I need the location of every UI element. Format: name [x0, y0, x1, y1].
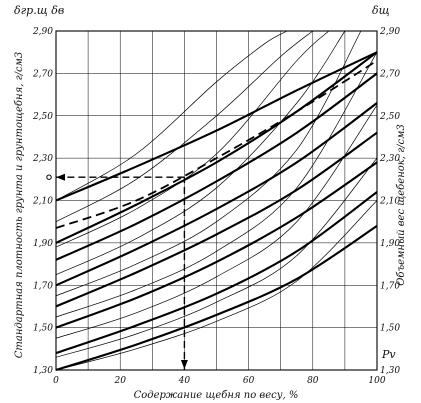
y-tick-label-left: 2,70 — [32, 69, 53, 79]
series-line-thin-12 — [55, 52, 378, 318]
y-tick-label-right: 1,90 — [380, 239, 400, 249]
series-group — [55, 30, 378, 372]
bottom-right-symbol: Pv — [381, 348, 396, 361]
top-right-symbol: δщ — [372, 4, 390, 17]
reading-marker — [46, 174, 52, 180]
series-line-thick-2 — [55, 191, 378, 355]
y-tick-label-right: 2,10 — [379, 197, 400, 207]
y-tick-label-right: 2,90 — [379, 27, 400, 37]
reading-lines — [46, 173, 188, 370]
tick-labels: 0 20 40 60 80 1001,301,501,701,902,102,302,50… — [32, 27, 400, 386]
series-line-thin-17 — [55, 30, 288, 201]
series-line-thin-14 — [55, 30, 346, 276]
x-tick-label: 0 — [53, 376, 59, 386]
series-line-thick-4 — [55, 131, 378, 308]
y-tick-label-left: 2,10 — [32, 197, 53, 207]
plot-border — [55, 30, 378, 371]
series-line-thick-8 — [55, 51, 378, 202]
series-line-thin-11 — [55, 105, 378, 339]
y-tick-label-right: 2,50 — [379, 112, 400, 122]
y-axis-label-left: Стандартная плотность грунта и грунтощеб… — [14, 52, 25, 359]
y-tick-label-right: 2,70 — [379, 69, 400, 79]
y-tick-label-left: 2,90 — [32, 27, 53, 37]
x-tick-label: 100 — [368, 376, 385, 386]
y-tick-label-right: 1,70 — [380, 281, 400, 291]
series-line-dashed-18 — [55, 59, 378, 229]
x-tick-label: 40 — [178, 376, 191, 386]
reading-arrow-left — [56, 173, 65, 181]
y-tick-label-right: 2,30 — [379, 154, 400, 164]
y-tick-label-left: 1,30 — [33, 366, 53, 376]
y-tick-label-left: 2,30 — [32, 154, 53, 164]
series-line-thin-13 — [55, 30, 362, 297]
x-tick-label: 60 — [243, 376, 255, 386]
series-line-thin-10 — [55, 157, 378, 358]
y-axis-label-right: Объемный вес щебенок, г/см3 — [396, 124, 407, 286]
y-tick-label-right: 1,50 — [380, 324, 400, 334]
plot-frame — [55, 30, 378, 371]
y-tick-label-left: 2,50 — [32, 112, 53, 122]
series-line-thick-7 — [55, 51, 378, 244]
series-line-thick-6 — [55, 72, 378, 261]
top-left-symbol: δгр.щ δв — [14, 4, 64, 17]
series-line-thick-5 — [55, 102, 378, 287]
y-tick-label-right: 1,30 — [380, 366, 400, 376]
y-tick-label-left: 1,70 — [33, 281, 53, 291]
x-tick-label: 20 — [113, 376, 126, 386]
series-line-thick-3 — [55, 161, 378, 329]
y-tick-label-left: 1,90 — [33, 239, 53, 249]
series-line-thin-9 — [55, 200, 378, 371]
series-line-thick-1 — [55, 225, 378, 372]
y-tick-label-left: 1,50 — [33, 324, 53, 334]
reading-arrow-down — [180, 360, 188, 369]
series-line-thin-16 — [55, 30, 314, 223]
x-axis-label: Содержание щебня по весу, % — [134, 390, 299, 401]
series-line-thin-15 — [55, 30, 330, 248]
x-tick-label: 80 — [307, 376, 319, 386]
